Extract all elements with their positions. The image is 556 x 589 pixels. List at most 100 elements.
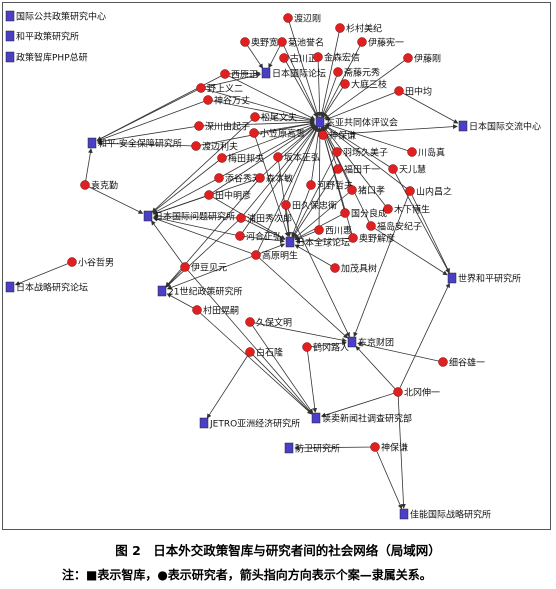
org-node-o6: 日本国际交流中心 [458,121,541,133]
person-node-p27: 添谷秀芳 [214,173,261,185]
org-marker [87,137,97,149]
org-node-o8: 日本国际问题研究所 [143,211,235,223]
edge-p12-o5 [200,87,316,122]
person-node-p30: 猪口孝 [347,185,385,197]
person-marker [214,173,224,183]
edge-p28-o5 [259,125,317,179]
person-node-p31: 山内昌之 [405,186,452,198]
person-node-p51: 神保谦 [370,442,408,454]
node-label: 日本全球论坛 [296,237,350,249]
person-node-p1: 渡辺刚 [283,13,321,25]
org-node-o4: 日本国际论坛 [261,67,326,80]
person-node-p33: 田久保忠衛 [281,200,337,212]
edge-p10-o5 [224,73,316,120]
person-node-p47: 鹤冈路人 [302,342,349,354]
node-label: 添谷秀芳 [225,173,261,185]
person-marker [273,152,283,162]
edge-p37-o5 [317,127,323,231]
node-label: 伊豆见元 [191,262,227,274]
figure-caption: 图 2 日本外交政策智库与研究者间的社会网络（局域网） [115,543,441,558]
edge-p49-o12 [397,282,450,393]
node-label: 村田晃嗣 [203,305,239,317]
edge-p39-o9 [239,235,285,244]
person-node-p42: 加茂具树 [330,263,377,275]
node-label: 河野哲夫 [317,180,353,192]
node-label: 福田千一 [344,164,380,176]
edge-p36-o8 [153,213,242,219]
node-label: 国分良成 [351,208,387,220]
edge-p21-o9 [277,156,291,237]
person-node-p36: 浦田秀次郎 [236,213,292,225]
edge-p38-o5 [322,126,372,227]
edge-p33-o9 [285,204,292,237]
node-label: 河合正弘 [246,231,282,243]
edge-p14-o5 [207,99,315,123]
node-label: 日本战略研究论坛 [16,282,88,294]
edge-p3-o4 [244,41,264,69]
edge-p42-o9 [294,244,336,269]
person-node-p16: 深川由起子 [194,121,250,133]
org-marker [157,285,167,297]
node-label: 佳能国际战略研究所 [410,509,491,521]
node-label: 森本敏 [266,173,293,185]
person-marker [313,52,323,62]
person-node-p38: 福岛安纪子 [366,221,422,233]
person-node-p39: 河合正弘 [235,231,282,243]
person-node-p46: 久保文明 [245,317,292,329]
edge-p39-o8 [153,215,241,237]
node-label: 东京财团 [358,337,394,349]
node-label: 神保谦 [381,442,408,454]
org-node-o12: 世界和平研究所 [447,272,521,285]
edge-p48-o15 [249,351,313,415]
edge-p23-o8 [152,157,223,213]
node-label: 西川惠 [325,225,352,237]
edge-p26-o8 [84,184,144,214]
node-label: 渡辺刚 [294,13,321,25]
edge-p49-o17 [397,391,406,509]
edge-p29-o5 [310,127,321,186]
edge-p17-o5 [253,121,315,134]
org-node-o16: 防卫研究所 [284,443,340,455]
edge-p40-o9 [295,237,354,244]
org-marker [261,67,271,79]
edge-p41-o8 [152,217,257,256]
edge-p33-o5 [285,126,319,206]
person-node-p25: 天儿慧 [388,164,426,176]
node-label: 金森宏信 [324,52,360,64]
node-label: 猪口孝 [358,185,385,197]
edge-p27-o8 [152,177,220,214]
edge-p13-o5 [324,90,400,121]
node-label: 世界和平研究所 [458,273,521,285]
org-node-o17: 佳能国际战略研究所 [399,509,491,521]
node-label: 天儿慧 [399,164,426,176]
node-label: 神保谦 [329,130,356,142]
edge-p47-o13 [306,340,347,348]
edge-p41-o13 [255,254,349,339]
edge-p25-o12 [392,168,450,274]
figure-note: 注：■表示智库，●表示研究者，箭头指向方向表示个案—隶属关系。 [62,568,432,582]
edge-p17-o9 [253,132,290,238]
edge-p30-o9 [293,189,353,239]
person-node-p20: 渡边利夫 [191,141,238,153]
person-node-p12: 野上义二 [196,83,243,95]
node-label: 国际公共政策研究中心 [16,11,106,23]
person-marker [220,69,230,79]
edge-p47-o15 [306,346,318,413]
edge-p44-o10 [14,261,73,286]
node-label: 高原明生 [262,250,298,262]
edge-p51-o17 [374,446,403,510]
edge-p43-o15 [184,266,313,415]
edge-p16-o7 [97,125,200,144]
node-label: 浦田秀次郎 [247,213,292,225]
org-marker [347,336,357,348]
edge-p40-o5 [320,127,354,239]
org-marker [285,236,295,248]
org-marker [5,51,15,63]
edge-p31-o12 [409,190,450,274]
person-marker [407,147,417,157]
person-node-p11: 大庭三枝 [340,79,387,91]
edge-p36-o5 [240,126,317,219]
org-marker [447,272,457,284]
person-marker [203,95,213,105]
person-node-p23: 梅田邦夫 [217,153,264,165]
